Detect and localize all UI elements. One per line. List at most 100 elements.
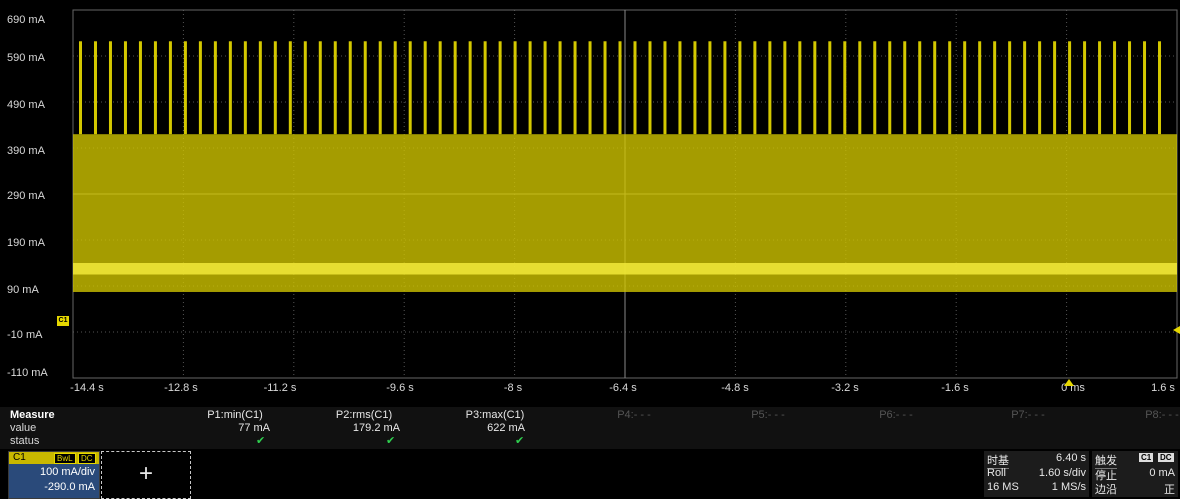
measure-row-label: status <box>10 435 40 447</box>
waveform-spike <box>1143 41 1147 135</box>
waveform-spike <box>303 41 307 135</box>
waveform-spike <box>468 41 472 135</box>
measure-value-p2: 179.2 mA <box>352 422 400 434</box>
waveform-spike <box>318 41 322 135</box>
timebase-title: 时基 <box>987 452 1009 469</box>
waveform-spike <box>1053 41 1057 135</box>
waveform-spike <box>798 41 802 135</box>
bandwidth-limit-badge: BwL <box>54 453 76 464</box>
waveform-spike <box>243 41 247 135</box>
waveform-spike <box>453 41 457 135</box>
timebase-sample-rate: 1 MS/s <box>1051 481 1086 493</box>
timebase-scale: 1.60 s/div <box>1038 467 1086 479</box>
trigger-state: 停止 <box>1095 470 1117 482</box>
x-tick-label: 1.6 s <box>1151 382 1175 394</box>
trigger-coupling-badge: DC <box>1158 453 1174 462</box>
y-tick-label: 190 mA <box>7 237 45 249</box>
y-tick-label: 390 mA <box>7 145 45 157</box>
timebase-descriptor[interactable]: 时基 6.40 s Roll 1.60 s/div 16 MS 1 MS/s <box>984 451 1089 497</box>
waveform-spike <box>1068 41 1072 135</box>
x-tick-label: -3.2 s <box>831 382 859 394</box>
y-tick-label: 590 mA <box>7 52 45 64</box>
waveform-spike <box>528 41 532 135</box>
channel-c1-descriptor[interactable]: C1 BwL DC 100 mA/div -290.0 mA <box>8 451 100 499</box>
waveform-spike <box>933 41 937 135</box>
waveform-dense-level <box>73 263 1177 275</box>
trigger-level: 0 mA <box>1149 467 1175 479</box>
waveform-spike <box>978 41 982 135</box>
y-tick-label: -110 mA <box>7 367 48 379</box>
timebase-mode: Roll <box>987 467 1006 479</box>
waveform-spike <box>1038 41 1042 135</box>
vertical-offset: -290.0 mA <box>44 481 95 493</box>
channel-settings: 100 mA/div -290.0 mA <box>9 464 99 498</box>
x-tick-label: -12.8 s <box>164 382 198 394</box>
waveform-display[interactable]: 690 mA 590 mA 490 mA 390 mA 290 mA 190 m… <box>0 0 1180 405</box>
waveform-spike <box>198 41 202 135</box>
trigger-descriptor[interactable]: 触发 C1 DC 停止 0 mA 边沿 正 <box>1092 451 1178 497</box>
waveform-spike <box>633 41 637 135</box>
waveform-spike <box>93 41 97 135</box>
trigger-position-marker[interactable] <box>1064 379 1074 386</box>
waveform-spike <box>918 41 922 135</box>
y-tick-label: -10 mA <box>7 329 43 341</box>
waveform-spike <box>483 41 487 135</box>
channel-name: C1 <box>13 452 26 463</box>
waveform-spike <box>423 41 427 135</box>
waveform-spike <box>663 41 667 135</box>
measure-param-p2[interactable]: P2:rms(C1) <box>335 409 393 421</box>
measure-param-p7[interactable]: P7:- - - <box>1011 409 1045 421</box>
add-trace-button[interactable]: + <box>101 451 191 499</box>
waveform-spike <box>1158 41 1162 135</box>
waveform-spike <box>948 41 952 135</box>
channel-header: C1 BwL DC <box>9 452 99 464</box>
waveform-spike <box>333 41 337 135</box>
measure-param-p6[interactable]: P6:- - - <box>879 409 913 421</box>
measure-status-row: status ✔ ✔ ✔ <box>0 435 1180 447</box>
waveform-spike <box>1008 41 1012 135</box>
waveform-spike <box>438 41 442 135</box>
waveform-spike <box>258 41 262 135</box>
waveform-spike <box>618 41 622 135</box>
measure-param-p3[interactable]: P3:max(C1) <box>465 409 525 421</box>
waveform-spike <box>273 41 277 135</box>
vertical-scale: 100 mA/div <box>39 466 95 478</box>
status-check-icon: ✔ <box>386 435 396 447</box>
waveform-spike <box>558 41 562 135</box>
waveform-spike <box>79 41 82 135</box>
trigger-type: 边沿 <box>1095 484 1117 496</box>
waveform-spike <box>573 41 577 135</box>
trigger-title: 触发 <box>1095 452 1117 469</box>
measure-param-p1[interactable]: P1:min(C1) <box>207 409 263 421</box>
waveform-spike <box>1128 41 1132 135</box>
x-tick-label: -6.4 s <box>609 382 637 394</box>
y-tick-label: 90 mA <box>7 284 39 296</box>
waveform-spike <box>588 41 592 135</box>
waveform-spike <box>348 41 352 135</box>
waveform-spike <box>123 41 127 135</box>
waveform-spike <box>1083 41 1087 135</box>
waveform-spike <box>843 41 847 135</box>
measure-value-row: value 77 mA 179.2 mA 622 mA <box>0 422 1180 434</box>
x-tick-label: -1.6 s <box>941 382 969 394</box>
waveform-spike <box>288 41 292 135</box>
waveform-spike <box>858 41 862 135</box>
waveform-spike <box>603 41 607 135</box>
measure-param-p8[interactable]: P8:- - - <box>1145 409 1179 421</box>
measure-row-label: value <box>10 422 37 434</box>
waveform-spike <box>753 41 757 135</box>
measure-param-p5[interactable]: P5:- - - <box>751 409 785 421</box>
x-tick-label: -8 s <box>503 382 523 394</box>
waveform-spike <box>903 41 907 135</box>
waveform-plot[interactable] <box>0 0 1180 405</box>
waveform-spike <box>138 41 142 135</box>
channel-offset-marker[interactable]: C1 <box>57 316 69 326</box>
plus-icon: + <box>139 460 154 487</box>
trigger-level-marker[interactable] <box>1173 326 1180 334</box>
waveform-spike <box>828 41 832 135</box>
waveform-spike <box>873 41 877 135</box>
measure-header-row: Measure P1:min(C1) P2:rms(C1) P3:max(C1)… <box>0 409 1180 421</box>
x-tick-label: -9.6 s <box>386 382 414 394</box>
measure-param-p4[interactable]: P4:- - - <box>617 409 651 421</box>
waveform-spike <box>183 41 187 135</box>
